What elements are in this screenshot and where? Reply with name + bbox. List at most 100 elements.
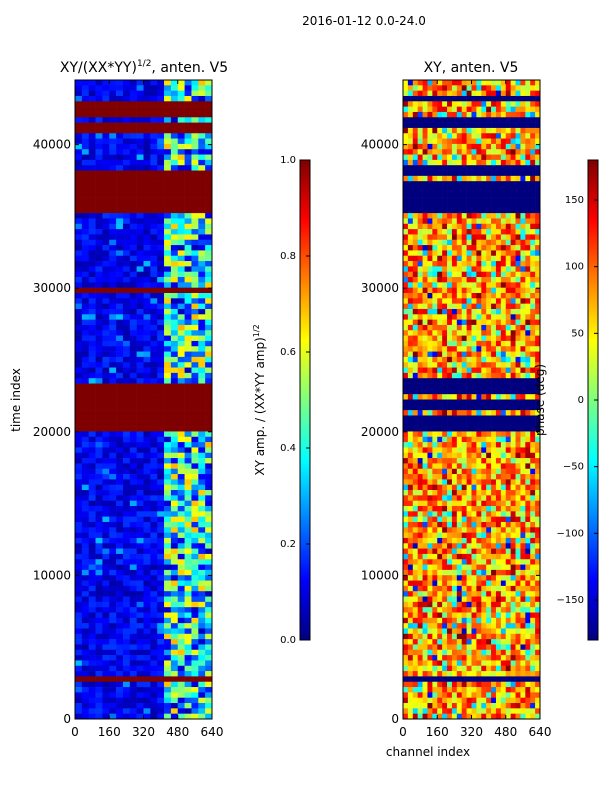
amp-heatmap-cell	[75, 506, 83, 512]
phase-heatmap-cell	[520, 197, 526, 203]
phase-heatmap-cell	[466, 442, 472, 448]
amp-heatmap-cell	[157, 458, 165, 464]
amp-heatmap-cell	[122, 388, 131, 395]
amp-heatmap-cell	[116, 660, 124, 667]
amp-heatmap-cell	[184, 676, 192, 683]
amp-heatmap-cell	[109, 197, 117, 203]
amp-heatmap-cell	[150, 404, 158, 411]
phase-heatmap-cell	[525, 479, 531, 486]
phase-heatmap-cell	[535, 293, 540, 299]
phase-heatmap-cell	[515, 532, 521, 539]
amp-heatmap-cell	[205, 378, 212, 384]
amp-heatmap-cell	[198, 458, 206, 464]
amp-heatmap-cell	[184, 564, 192, 571]
phase-heatmap-cell	[491, 335, 497, 342]
amp-heatmap-cell	[81, 255, 89, 262]
amp-heatmap-cell	[81, 575, 89, 581]
phase-heatmap-cell	[447, 452, 453, 459]
amp-heatmap-cell	[170, 484, 179, 491]
amp-heatmap-cell	[143, 239, 151, 246]
phase-heatmap-cell	[471, 95, 477, 102]
amp-heatmap-cell	[177, 495, 185, 501]
phase-heatmap-cell	[412, 266, 418, 273]
phase-heatmap-cell	[471, 175, 477, 182]
amp-heatmap-cell	[122, 553, 131, 560]
amp-heatmap-cell	[150, 362, 158, 368]
amp-heatmap-cell	[136, 234, 144, 241]
phase-heatmap-cell	[505, 559, 511, 565]
amp-heatmap-cell	[157, 484, 165, 491]
phase-heatmap-cell	[471, 319, 477, 326]
amp-heatmap-cell	[122, 532, 131, 539]
phase-heatmap-cell	[491, 266, 497, 273]
phase-heatmap-cell	[461, 458, 467, 464]
phase-heatmap-cell	[456, 394, 463, 400]
amp-heatmap-cell	[95, 607, 103, 613]
phase-heatmap-cell	[500, 175, 507, 182]
phase-heatmap-cell	[486, 303, 492, 310]
phase-heatmap-cell	[481, 175, 487, 182]
phase-heatmap-cell	[520, 239, 526, 246]
phase-heatmap-cell	[476, 181, 482, 187]
phase-heatmap-cell	[505, 447, 511, 454]
amp-heatmap-cell	[136, 186, 144, 193]
amp-heatmap-cell	[122, 191, 131, 198]
amp-heatmap-cell	[150, 676, 158, 683]
amp-heatmap-cell	[88, 676, 96, 683]
amp-heatmap-cell	[143, 575, 151, 581]
amp-heatmap-cell	[136, 644, 144, 651]
amp-heatmap-cell	[75, 143, 83, 150]
amp-heatmap-cell	[198, 197, 206, 203]
amp-heatmap-cell	[102, 639, 110, 645]
phase-heatmap-cell	[535, 404, 540, 411]
amp-heatmap-cell	[136, 452, 144, 459]
phase-heatmap-cell	[466, 559, 472, 565]
amp-heatmap-cell	[136, 80, 144, 86]
phase-heatmap-cell	[403, 388, 409, 395]
phase-heatmap-cell	[486, 234, 492, 241]
amp-heatmap-cell	[143, 378, 151, 384]
amp-heatmap-cell	[88, 202, 96, 209]
phase-heatmap-cell	[495, 229, 502, 235]
amp-heatmap-cell	[205, 106, 212, 113]
phase-heatmap-cell	[505, 511, 511, 517]
phase-heatmap-cell	[447, 394, 453, 400]
phase-heatmap-cell	[471, 394, 477, 400]
amp-heatmap-cell	[102, 266, 110, 273]
phase-heatmap-cell	[437, 362, 443, 368]
amp-heatmap-cell	[170, 596, 179, 603]
phase-heatmap-cell	[525, 213, 531, 219]
amp-heatmap-cell	[170, 90, 179, 97]
amp-heatmap-cell	[170, 580, 179, 587]
amp-heatmap-cell	[170, 612, 179, 619]
amp-heatmap-cell	[95, 697, 103, 704]
phase-heatmap-cell	[486, 506, 492, 512]
amp-heatmap-cell	[88, 644, 96, 651]
amp-heatmap-cell	[88, 591, 96, 597]
amp-heatmap-cell	[75, 548, 83, 555]
phase-heatmap-cell	[407, 330, 414, 336]
amp-heatmap-cell	[143, 229, 151, 235]
phase-heatmap-cell	[403, 282, 409, 288]
phase-heatmap-cell	[407, 452, 414, 459]
phase-heatmap-cell	[403, 213, 409, 219]
phase-heatmap-cell	[412, 388, 418, 395]
amp-heatmap-cell	[75, 319, 83, 326]
amp-heatmap-cell	[109, 490, 117, 496]
phase-heatmap-cell	[525, 351, 531, 358]
amp-heatmap-cell	[136, 601, 144, 608]
phase-heatmap-cell	[417, 458, 423, 464]
amp-heatmap-cell	[143, 287, 151, 294]
phase-heatmap-cell	[412, 127, 418, 134]
phase-heatmap-cell	[471, 170, 477, 177]
phase-heatmap-cell	[510, 410, 516, 416]
amp-heatmap-cell	[129, 404, 137, 411]
phase-heatmap-cell	[442, 90, 448, 97]
phase-heatmap-cell	[456, 410, 463, 416]
amp-heatmap-cell	[177, 521, 185, 528]
phase-heatmap-cell	[505, 191, 511, 198]
amp-heatmap-cell	[81, 543, 89, 549]
phase-heatmap-cell	[520, 133, 526, 139]
phase-heatmap-cell	[442, 287, 448, 294]
phase-heatmap-cell	[442, 458, 448, 464]
